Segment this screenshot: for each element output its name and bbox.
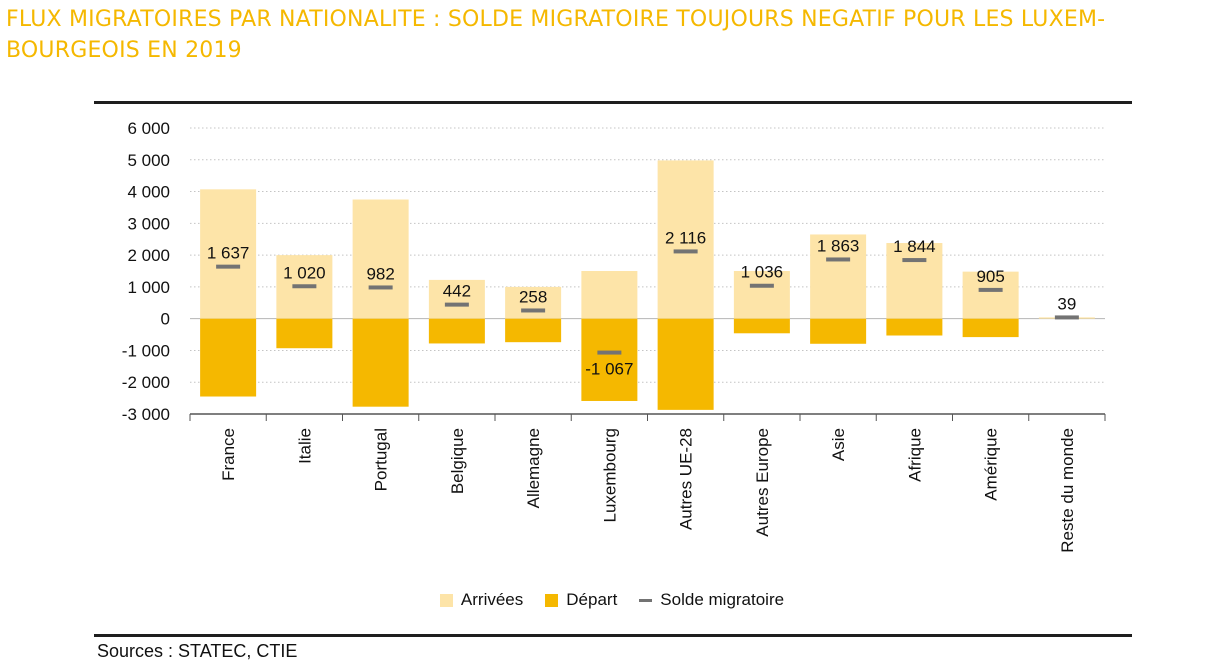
balance-value-label: 1 020: [283, 263, 326, 282]
legend-swatch-departures: [545, 593, 559, 607]
bar-departures: [657, 318, 714, 410]
source-note: Sources : STATEC, CTIE: [97, 641, 298, 661]
bar-departures: [276, 318, 333, 349]
x-category-label: Afrique: [905, 428, 924, 482]
balance-marker: [673, 249, 698, 254]
y-tick-label: 0: [161, 310, 170, 329]
balance-marker: [444, 302, 469, 307]
balance-marker: [1054, 315, 1079, 320]
legend-swatch-arrivals: [439, 593, 453, 607]
balance-value-label: 982: [366, 264, 394, 283]
balance-marker: [597, 350, 622, 355]
chart-title-line-1: FLUX MIGRATOIRES PAR NATIONALITE : SOLDE…: [6, 7, 1106, 32]
x-category-label: Asie: [829, 428, 848, 461]
x-category-label: Amérique: [982, 428, 1001, 501]
balance-value-label: 1 844: [893, 237, 936, 256]
balance-value-label: 442: [443, 282, 471, 301]
chart-legend: Arrivées Départ Solde migratoire: [0, 590, 1224, 610]
legend-item-arrivals: Arrivées: [439, 590, 524, 610]
balance-value-label: 1 637: [207, 244, 250, 263]
x-category-label: Italie: [295, 428, 314, 464]
bar-arrivals: [657, 160, 714, 319]
x-category-label: Allemagne: [524, 428, 543, 508]
balance-value-label: 2 116: [665, 228, 706, 247]
bar-departures: [352, 318, 409, 407]
bar-arrivals: [352, 199, 409, 319]
balance-value-label: -1 067: [585, 360, 633, 379]
balance-marker: [826, 257, 851, 262]
chart-title: FLUX MIGRATOIRES PAR NATIONALITE : SOLDE…: [6, 4, 1221, 66]
bar-arrivals: [581, 271, 638, 319]
bar-departures: [505, 318, 562, 343]
x-category-label: Reste du monde: [1058, 428, 1077, 553]
balance-value-label: 1 036: [741, 263, 784, 282]
balance-marker: [521, 308, 546, 313]
balance-marker: [902, 258, 927, 263]
legend-label-departures: Départ: [566, 590, 618, 609]
x-category-label: Autres Europe: [753, 428, 772, 537]
legend-item-balance: Solde migratoire: [639, 590, 784, 610]
bar-arrivals: [810, 234, 867, 319]
x-category-label: Belgique: [448, 428, 467, 494]
y-tick-label: -2 000: [122, 373, 170, 392]
bar-departures: [886, 318, 943, 336]
bar-departures: [200, 318, 257, 397]
x-category-label: Portugal: [372, 428, 391, 491]
bar-arrivals: [962, 271, 1019, 319]
bar-arrivals: [200, 189, 257, 319]
y-tick-label: 5 000: [127, 151, 170, 170]
legend-item-departures: Départ: [545, 590, 617, 610]
balance-marker: [749, 283, 774, 288]
balance-marker: [368, 285, 393, 290]
balance-value-label: 1 863: [817, 236, 860, 255]
bar-arrivals: [428, 279, 485, 319]
bar-departures: [733, 318, 790, 334]
legend-label-balance: Solde migratoire: [660, 590, 785, 609]
chart-title-line-2: BOURGEOIS EN 2019: [6, 38, 242, 63]
y-tick-label: 6 000: [127, 119, 170, 138]
y-tick-label: 2 000: [127, 246, 170, 265]
balance-value-label: 905: [976, 267, 1004, 286]
y-tick-label: -3 000: [122, 405, 170, 424]
y-tick-label: 1 000: [127, 278, 170, 297]
bar-arrivals: [733, 271, 790, 319]
bar-departures: [810, 318, 867, 344]
y-tick-label: -1 000: [122, 341, 170, 360]
y-tick-label: 3 000: [127, 214, 170, 233]
balance-marker: [978, 287, 1003, 292]
balance-marker: [292, 284, 317, 289]
bar-departures: [962, 318, 1019, 338]
x-category-label: France: [219, 428, 238, 481]
balance-value-label: 258: [519, 287, 547, 306]
bar-arrivals: [505, 286, 562, 319]
balance-value-label: 39: [1057, 294, 1076, 313]
y-tick-label: 4 000: [127, 183, 170, 202]
legend-swatch-balance: [639, 598, 653, 602]
bar-arrivals: [886, 243, 943, 319]
x-category-label: Luxembourg: [600, 428, 619, 523]
balance-marker: [216, 264, 241, 269]
legend-label-arrivals: Arrivées: [460, 590, 524, 609]
bar-departures: [428, 318, 485, 344]
bar-departures: [581, 318, 638, 401]
top-rule: [94, 101, 1132, 104]
bottom-rule: [94, 634, 1132, 637]
x-category-label: Autres UE-28: [677, 428, 696, 530]
